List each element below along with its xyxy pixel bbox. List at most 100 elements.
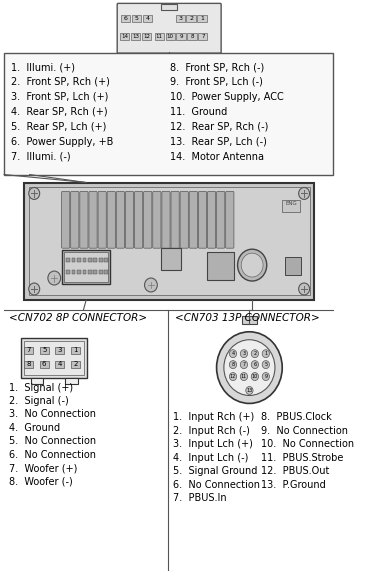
- Text: 13.  P.Ground: 13. P.Ground: [261, 479, 326, 490]
- Bar: [132, 15, 141, 22]
- FancyBboxPatch shape: [207, 192, 216, 248]
- Circle shape: [251, 360, 258, 368]
- Bar: [105, 258, 108, 262]
- Text: 3.  No Connection: 3. No Connection: [9, 410, 96, 419]
- Text: 9: 9: [264, 374, 267, 379]
- Text: 3: 3: [58, 347, 62, 353]
- Bar: [161, 248, 181, 270]
- Text: 7.  Illumi. (-): 7. Illumi. (-): [11, 152, 70, 162]
- Text: 12.  PBUS.Out: 12. PBUS.Out: [261, 466, 330, 476]
- Text: 3: 3: [178, 16, 182, 21]
- Bar: [186, 15, 196, 22]
- Bar: [64, 252, 108, 282]
- Text: 1: 1: [200, 16, 204, 21]
- Bar: [21, 337, 87, 378]
- Bar: [242, 316, 257, 324]
- Text: 4.  Ground: 4. Ground: [9, 423, 60, 433]
- Circle shape: [246, 387, 253, 395]
- Circle shape: [237, 249, 267, 281]
- Bar: [131, 33, 140, 40]
- Circle shape: [262, 349, 269, 358]
- Text: 4.  Input Lch (-): 4. Input Lch (-): [173, 452, 248, 463]
- Text: 8: 8: [232, 362, 235, 367]
- FancyBboxPatch shape: [171, 192, 179, 248]
- Bar: [72, 258, 75, 262]
- Text: 11.  Ground: 11. Ground: [170, 107, 227, 117]
- Text: 6: 6: [42, 360, 47, 367]
- Text: 6: 6: [123, 16, 127, 21]
- Bar: [65, 378, 78, 383]
- Bar: [207, 252, 234, 280]
- Text: 9.  Front SP, Lch (-): 9. Front SP, Lch (-): [170, 77, 263, 87]
- Bar: [72, 270, 75, 274]
- Text: 2: 2: [73, 360, 77, 367]
- Circle shape: [145, 278, 157, 292]
- Text: 14: 14: [121, 34, 128, 39]
- Text: 9.  No Connection: 9. No Connection: [261, 426, 348, 436]
- Bar: [40, 360, 49, 368]
- Bar: [120, 33, 129, 40]
- Text: 10.  Power Supply, ACC: 10. Power Supply, ACC: [170, 92, 284, 102]
- FancyBboxPatch shape: [198, 192, 207, 248]
- Bar: [71, 360, 80, 368]
- Text: 8.  PBUS.Clock: 8. PBUS.Clock: [261, 412, 332, 422]
- Text: 13.  Rear SP, Lch (-): 13. Rear SP, Lch (-): [170, 137, 267, 146]
- Bar: [99, 270, 103, 274]
- FancyBboxPatch shape: [107, 192, 115, 248]
- Text: 5.  Rear SP, Lch (+): 5. Rear SP, Lch (+): [11, 122, 106, 132]
- Text: 2.  Signal (-): 2. Signal (-): [9, 396, 68, 406]
- Text: 4: 4: [145, 16, 149, 21]
- Text: 4: 4: [58, 360, 62, 367]
- Circle shape: [251, 349, 258, 358]
- Bar: [188, 33, 196, 40]
- Text: 8: 8: [190, 34, 194, 39]
- Text: 14.  Motor Antenna: 14. Motor Antenna: [170, 152, 264, 162]
- Bar: [55, 360, 64, 368]
- Text: 7.  PBUS.In: 7. PBUS.In: [173, 493, 226, 503]
- FancyBboxPatch shape: [189, 192, 197, 248]
- Circle shape: [262, 360, 269, 368]
- Bar: [88, 270, 92, 274]
- Text: 11: 11: [156, 34, 163, 39]
- Text: 10: 10: [167, 34, 174, 39]
- FancyBboxPatch shape: [226, 192, 234, 248]
- Text: 5.  Signal Ground: 5. Signal Ground: [173, 466, 257, 476]
- Bar: [143, 15, 152, 22]
- Bar: [24, 341, 84, 375]
- Text: 7: 7: [242, 362, 246, 367]
- Bar: [175, 15, 185, 22]
- Text: 7.  Woofer (+): 7. Woofer (+): [9, 463, 77, 473]
- Text: 5: 5: [42, 347, 47, 353]
- Text: 12: 12: [230, 374, 236, 379]
- Bar: [161, 5, 177, 10]
- Bar: [155, 33, 164, 40]
- Bar: [198, 33, 207, 40]
- Text: 2.  Input Rch (-): 2. Input Rch (-): [173, 426, 250, 436]
- Bar: [177, 33, 186, 40]
- Circle shape: [229, 349, 237, 358]
- Text: 9: 9: [179, 34, 183, 39]
- Text: 7: 7: [26, 347, 31, 353]
- Text: 8.  Front SP, Rch (-): 8. Front SP, Rch (-): [170, 62, 264, 72]
- Text: 3: 3: [242, 351, 246, 356]
- Text: 2.  Front SP, Rch (+): 2. Front SP, Rch (+): [11, 77, 109, 87]
- Text: 1: 1: [73, 347, 77, 353]
- Bar: [282, 200, 301, 212]
- Text: 2: 2: [189, 16, 193, 21]
- FancyBboxPatch shape: [98, 192, 106, 248]
- Bar: [105, 270, 108, 274]
- Circle shape: [299, 283, 310, 295]
- Bar: [83, 258, 86, 262]
- FancyBboxPatch shape: [71, 192, 79, 248]
- Bar: [121, 15, 130, 22]
- Bar: [83, 270, 86, 274]
- Bar: [88, 258, 92, 262]
- Text: 8.  Woofer (-): 8. Woofer (-): [9, 476, 72, 487]
- Text: 4.  Rear SP, Rch (+): 4. Rear SP, Rch (+): [11, 107, 107, 117]
- Text: 11.  PBUS.Strobe: 11. PBUS.Strobe: [261, 452, 344, 463]
- Text: 4: 4: [232, 351, 235, 356]
- FancyBboxPatch shape: [135, 192, 143, 248]
- Bar: [24, 182, 314, 300]
- Bar: [40, 347, 49, 353]
- Text: ENG: ENG: [286, 201, 297, 206]
